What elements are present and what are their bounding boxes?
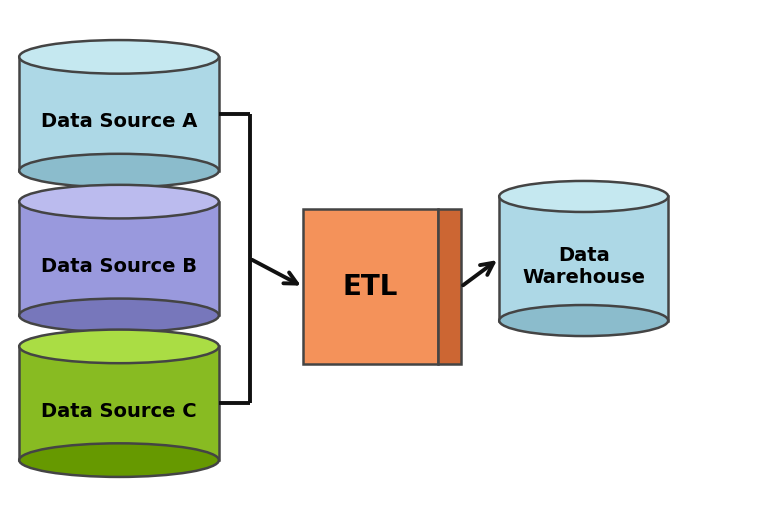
Ellipse shape (499, 181, 668, 212)
Ellipse shape (19, 40, 219, 74)
FancyBboxPatch shape (499, 196, 668, 321)
Ellipse shape (19, 444, 219, 477)
Text: ETL: ETL (343, 273, 399, 301)
Ellipse shape (19, 299, 219, 332)
Polygon shape (438, 209, 461, 364)
FancyBboxPatch shape (19, 202, 219, 315)
Ellipse shape (19, 330, 219, 363)
Text: Data Source B: Data Source B (41, 257, 197, 276)
FancyBboxPatch shape (303, 209, 438, 364)
Ellipse shape (19, 185, 219, 218)
Ellipse shape (19, 185, 219, 218)
Text: Data
Warehouse: Data Warehouse (522, 246, 645, 287)
Ellipse shape (19, 330, 219, 363)
Ellipse shape (19, 154, 219, 187)
Text: Data Source A: Data Source A (41, 112, 197, 131)
FancyBboxPatch shape (19, 346, 219, 460)
Text: Data Source C: Data Source C (41, 402, 197, 420)
Ellipse shape (19, 40, 219, 74)
Ellipse shape (499, 305, 668, 336)
Ellipse shape (499, 181, 668, 212)
FancyBboxPatch shape (19, 57, 219, 171)
